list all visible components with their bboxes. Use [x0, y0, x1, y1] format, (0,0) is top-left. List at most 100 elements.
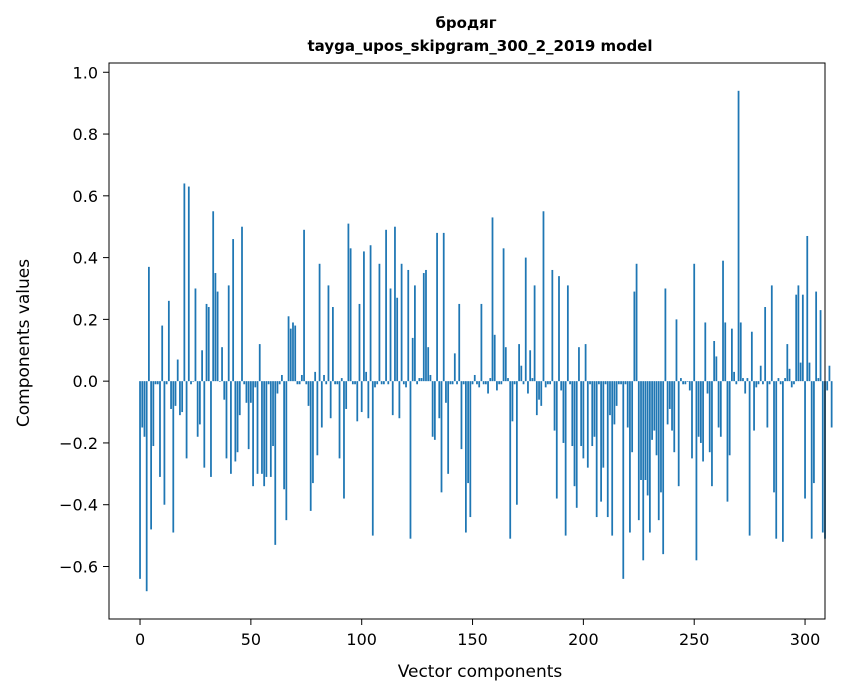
- bar-262: [719, 381, 722, 437]
- bar-231: [651, 381, 653, 440]
- bar-169: [513, 381, 516, 385]
- bar-81: [318, 263, 321, 382]
- bar-235: [660, 381, 662, 493]
- bar-285: [770, 285, 773, 382]
- bar-221: [629, 381, 631, 533]
- bar-128: [422, 273, 425, 382]
- bar-287: [775, 381, 778, 539]
- bar-37: [221, 347, 223, 382]
- bar-164: [502, 248, 505, 382]
- bar-247: [686, 381, 689, 382]
- y-tick-label: −0.4: [59, 496, 98, 515]
- bar-34: [214, 273, 217, 382]
- bar-131: [429, 374, 432, 382]
- bar-136: [440, 381, 443, 493]
- bar-79: [314, 371, 317, 382]
- bar-220: [626, 381, 629, 428]
- bar-69: [292, 322, 294, 382]
- bar-161: [496, 381, 498, 391]
- bar-63: [278, 381, 281, 385]
- bar-137: [442, 232, 445, 382]
- bar-275: [748, 381, 751, 536]
- bar-216: [617, 381, 620, 385]
- bar-43: [234, 381, 237, 462]
- chart-subtitle: tayga_upos_skipgram_300_2_2019 model: [308, 37, 653, 55]
- bar-104: [369, 245, 372, 382]
- bar-29: [203, 381, 206, 468]
- bar-273: [744, 381, 747, 394]
- bar-266: [728, 381, 731, 456]
- bar-97: [354, 381, 356, 385]
- chart-title: бродяг: [435, 14, 496, 32]
- bar-162: [498, 381, 501, 385]
- x-tick-label: 200: [568, 630, 599, 649]
- bar-244: [680, 378, 682, 382]
- bar-36: [218, 381, 221, 382]
- bar-279: [757, 381, 760, 385]
- bar-58: [267, 381, 270, 385]
- bar-222: [631, 381, 634, 453]
- bar-3: [145, 381, 148, 592]
- bar-145: [460, 381, 463, 450]
- bar-119: [402, 381, 405, 385]
- bar-89: [336, 381, 339, 385]
- bar-27: [199, 381, 201, 425]
- bar-28: [201, 350, 203, 382]
- bar-49: [247, 381, 250, 450]
- bar-7: [154, 381, 157, 385]
- bar-94: [347, 223, 350, 382]
- bar-56: [263, 381, 266, 487]
- x-tick-label: 150: [457, 630, 488, 649]
- bar-254: [702, 381, 704, 462]
- bar-158: [489, 378, 492, 382]
- bar-1: [141, 381, 144, 428]
- bar-32: [210, 381, 212, 477]
- bar-172: [520, 365, 523, 382]
- bar-30: [205, 303, 208, 382]
- bar-61: [274, 381, 277, 545]
- bar-264: [724, 322, 727, 382]
- bar-192: [564, 381, 567, 536]
- bar-130: [427, 347, 430, 382]
- bar-74: [303, 229, 305, 382]
- x-tick-label: 50: [241, 630, 261, 649]
- bar-139: [447, 381, 450, 474]
- bar-196: [573, 381, 576, 487]
- bar-23: [190, 381, 192, 385]
- bar-173: [522, 381, 525, 385]
- bar-149: [469, 381, 472, 518]
- bar-163: [500, 381, 503, 385]
- bar-76: [307, 381, 310, 406]
- bar-40: [227, 285, 230, 382]
- bar-253: [699, 381, 702, 443]
- bar-168: [511, 381, 514, 422]
- bar-75: [305, 381, 308, 385]
- bar-245: [682, 381, 685, 385]
- bar-237: [664, 288, 667, 382]
- bar-64: [281, 374, 283, 382]
- bar-77: [309, 381, 312, 511]
- bar-99: [358, 303, 361, 382]
- bar-113: [389, 288, 392, 382]
- bar-120: [405, 381, 407, 388]
- x-tick-label: 0: [135, 630, 145, 649]
- bar-101: [363, 251, 365, 382]
- bar-190: [560, 381, 563, 391]
- bar-83: [323, 374, 325, 382]
- bar-307: [819, 310, 822, 382]
- bar-38: [223, 381, 226, 400]
- bar-70: [294, 325, 297, 382]
- bar-118: [400, 263, 403, 382]
- bar-187: [553, 381, 556, 431]
- bar-288: [777, 378, 780, 382]
- bar-60: [272, 381, 274, 447]
- bar-207: [598, 381, 600, 385]
- bar-293: [788, 368, 791, 382]
- bar-156: [484, 381, 487, 385]
- bar-41: [230, 381, 232, 474]
- bar-301: [806, 235, 809, 382]
- bar-219: [624, 381, 627, 385]
- bar-188: [555, 381, 558, 499]
- bar-33: [212, 211, 215, 382]
